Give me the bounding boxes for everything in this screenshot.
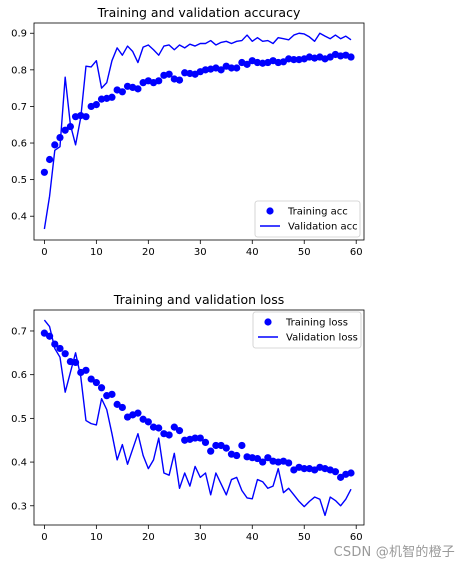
legend-label: Validation acc <box>288 222 358 233</box>
watermark-text: CSDN @机智的橙子 <box>333 545 455 560</box>
data-point-training-acc <box>134 85 142 93</box>
y-tick-label: 0.6 <box>11 139 27 150</box>
data-point-training-loss <box>191 434 199 442</box>
data-point-training-loss <box>233 451 241 460</box>
data-point-training-loss <box>264 454 272 462</box>
data-point-training-loss <box>165 431 173 439</box>
data-point-training-loss <box>238 441 246 450</box>
data-point-training-loss <box>144 418 152 426</box>
data-point-training-loss <box>201 438 210 447</box>
data-point-training-loss <box>118 403 126 412</box>
data-point-training-loss <box>175 427 184 435</box>
data-point-training-loss <box>113 400 121 408</box>
y-tick-label: 0.5 <box>11 414 27 425</box>
chart-panel-2: Training and validation loss 0 10 20 30 40 50 6… <box>11 292 365 543</box>
y-tick-label: 0.3 <box>11 501 27 512</box>
x-tick-label: 40 <box>246 532 259 543</box>
data-point-training-loss <box>87 375 95 383</box>
data-point-training-loss <box>285 459 293 467</box>
x-tick-label: 10 <box>90 247 103 258</box>
data-point-training-loss <box>331 468 340 476</box>
x-tick-label: 60 <box>350 247 363 258</box>
data-point-training-acc <box>227 64 236 72</box>
legend-label: Validation loss <box>286 333 358 344</box>
x-tick-label: 60 <box>350 532 363 543</box>
data-point-training-loss <box>222 444 230 452</box>
y-tick-label: 0.4 <box>11 458 27 469</box>
y-tick-label: 0.9 <box>11 29 27 40</box>
data-point-training-loss <box>196 434 204 442</box>
x-tick-label: 10 <box>90 532 103 543</box>
data-point-training-loss <box>40 329 48 337</box>
series-line-validation-acc <box>43 32 352 230</box>
legend-box <box>252 311 362 349</box>
data-point-training-loss <box>253 454 262 463</box>
data-point-training-loss <box>212 441 220 450</box>
x-tick-label: 20 <box>142 247 155 258</box>
data-point-training-acc <box>118 88 126 96</box>
data-point-training-acc <box>165 70 173 78</box>
data-point-training-loss <box>170 423 178 431</box>
data-point-training-loss <box>108 390 116 398</box>
data-point-training-acc <box>233 64 241 72</box>
data-point-training-acc <box>108 93 116 101</box>
x-tick-label: 50 <box>298 247 311 258</box>
data-point-training-loss <box>347 469 355 477</box>
data-point-training-acc <box>347 53 355 61</box>
legend-swatch-training-loss <box>264 318 272 326</box>
x-tick-label: 20 <box>142 532 155 543</box>
data-point-training-loss <box>259 458 267 466</box>
data-point-training-loss <box>337 473 345 481</box>
x-tick-label: 30 <box>194 532 207 543</box>
data-point-training-loss <box>97 384 106 392</box>
legend-box <box>254 200 361 238</box>
data-point-training-acc <box>175 76 184 84</box>
x-tick-label: 30 <box>194 247 207 258</box>
y-tick-label: 0.8 <box>11 65 27 76</box>
legend: Training acc Validation acc <box>254 200 361 238</box>
data-point-training-acc <box>290 55 298 64</box>
chart-panel-1: Training and validation accuracy 0 10 20 30 4… <box>11 5 365 258</box>
y-tick-label: 0.7 <box>11 102 27 113</box>
data-point-training-loss <box>56 344 64 353</box>
x-tick-label: 40 <box>246 247 259 258</box>
data-point-training-acc <box>51 141 59 149</box>
data-point-training-acc <box>243 60 251 68</box>
data-point-training-acc <box>82 113 90 121</box>
legend-label: Training acc <box>287 207 348 218</box>
y-tick-label: 0.5 <box>11 175 27 186</box>
series-line-validation-loss <box>43 319 352 517</box>
data-point-training-acc <box>45 155 54 164</box>
data-point-training-loss <box>61 350 69 358</box>
y-tick-label: 0.6 <box>11 370 27 381</box>
x-tick-label: 50 <box>298 532 311 543</box>
legend-label: Training loss <box>285 318 348 329</box>
data-point-training-loss <box>207 447 215 455</box>
x-tick-label: 0 <box>41 247 47 258</box>
y-tick-label: 0.4 <box>11 212 27 223</box>
legend: Training loss Validation loss <box>252 311 362 349</box>
data-point-training-loss <box>92 378 100 387</box>
data-point-training-loss <box>82 366 90 374</box>
y-tick-label: 0.7 <box>11 326 27 337</box>
x-tick-label: 0 <box>41 532 47 543</box>
data-point-training-acc <box>155 77 163 85</box>
chart-title: Training and validation accuracy <box>97 5 301 20</box>
data-point-training-acc <box>61 126 69 134</box>
data-point-training-loss <box>134 409 142 417</box>
legend-swatch-training-acc <box>266 207 274 215</box>
data-point-training-acc <box>40 168 48 176</box>
data-point-training-acc <box>217 66 225 74</box>
data-point-training-acc <box>92 101 100 109</box>
data-point-training-loss <box>300 465 308 473</box>
chart-title: Training and validation loss <box>113 292 284 307</box>
data-point-training-loss <box>155 424 163 432</box>
